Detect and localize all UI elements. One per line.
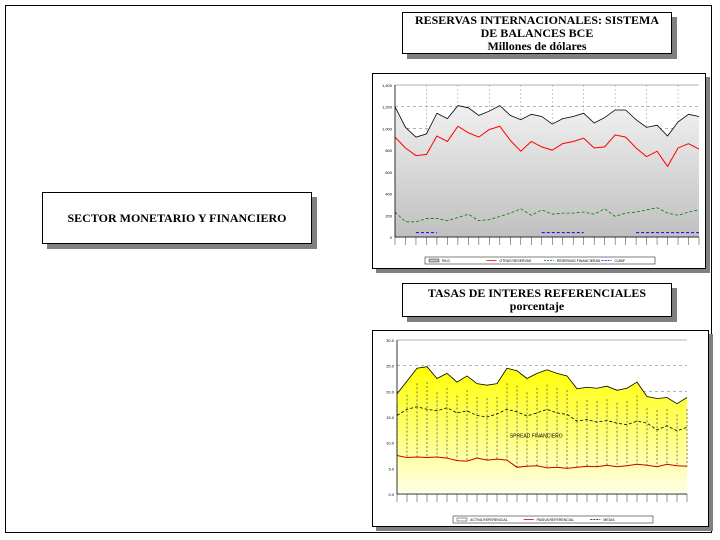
- tasas-chart: 30.0 25.0 20.0 15.0 10.0 5.0 0.0 SPREAD FINANCI…: [386, 338, 688, 524]
- chart2-ytick-label: 25.0: [386, 364, 395, 369]
- chart1-series-line-0: [394, 105, 700, 138]
- chart1-legend-swatch: [428, 258, 440, 263]
- chart2-ytick-label: 10.0: [386, 441, 395, 446]
- chart1-ytick-label: 200: [385, 213, 392, 218]
- chart2-legend-box: [452, 515, 654, 524]
- reservas-title-box: RESERVAS INTERNACIONALES: SISTEMA DE BAL…: [402, 12, 672, 54]
- chart2-area-0: [397, 366, 687, 494]
- chart1-ytick-label: 600: [385, 170, 392, 175]
- reservas-title-line2: DE BALANCES BCE: [480, 26, 594, 40]
- tasas-title-line1: TASAS DE INTERES REFERENCIALES: [427, 286, 647, 300]
- sector-title-box: SECTOR MONETARIO Y FINANCIERO: [42, 192, 312, 244]
- chart2-ytick-label: 15.0: [386, 415, 395, 420]
- chart1-ytick-label: 1,400: [382, 83, 393, 88]
- tasas-title-box: TASAS DE INTERES REFERENCIALES porcentaj…: [402, 283, 672, 317]
- chart1-area-0: [395, 105, 699, 237]
- chart1-ytick-label: 1,000: [382, 126, 393, 131]
- page-border: [5, 5, 712, 533]
- chart1-ytick-label: 1,200: [382, 105, 393, 110]
- chart2-legend-swatch: [456, 517, 468, 522]
- chart2-ytick-label: 5.0: [388, 466, 394, 471]
- chart2-legend-label: ACTIVA REFERENCIAL: [470, 518, 508, 522]
- reservas-subtitle: Millones de dólares: [487, 39, 587, 53]
- chart1-legend-box: [424, 256, 656, 265]
- chart2-ytick-label: 0.0: [388, 492, 394, 497]
- chart1-ytick-label: 400: [385, 192, 392, 197]
- chart2-ytick-label: 30.0: [386, 338, 395, 343]
- chart2-series-line-0: [396, 366, 688, 405]
- chart2-legend-label: MEDIA: [603, 518, 615, 522]
- chart1-series-line-2: [394, 207, 700, 223]
- chart1-legend-label: RILD: [442, 259, 450, 263]
- chart1-legend-label: CUBIF: [615, 259, 626, 263]
- chart1-series-line-1: [394, 125, 700, 168]
- chart1-legend-label: RESERVAS FINANCIERAS: [557, 259, 601, 263]
- chart2-series-line-2: [396, 406, 688, 432]
- reservas-title-line1: RESERVAS INTERNACIONALES: SISTEMA: [414, 13, 660, 27]
- sector-title: SECTOR MONETARIO Y FINANCIERO: [67, 210, 287, 225]
- chart2-ytick-label: 20.0: [386, 389, 395, 394]
- reservas-chart-panel: 1,400 1,200 1,000 800 600 400 200 0 RILD OTRAS RE…: [372, 73, 706, 269]
- tasas-subtitle: porcentaje: [509, 299, 565, 313]
- chart2-series-line-1: [396, 455, 688, 469]
- chart1-ytick-label: 800: [385, 148, 392, 153]
- reservas-chart: 1,400 1,200 1,000 800 600 400 200 0 RILD OTRAS RE…: [382, 83, 700, 265]
- tasas-chart-panel: 30.0 25.0 20.0 15.0 10.0 5.0 0.0 SPREAD FINANCI…: [372, 330, 709, 527]
- chart2-annotation: SPREAD FINANCIERO: [510, 434, 563, 440]
- chart2-legend-label: PASIVA REFERENCIAL: [537, 518, 574, 522]
- chart1-ytick-label: 0: [390, 235, 393, 240]
- chart1-legend-label: OTRAS RESERVAS: [500, 259, 532, 263]
